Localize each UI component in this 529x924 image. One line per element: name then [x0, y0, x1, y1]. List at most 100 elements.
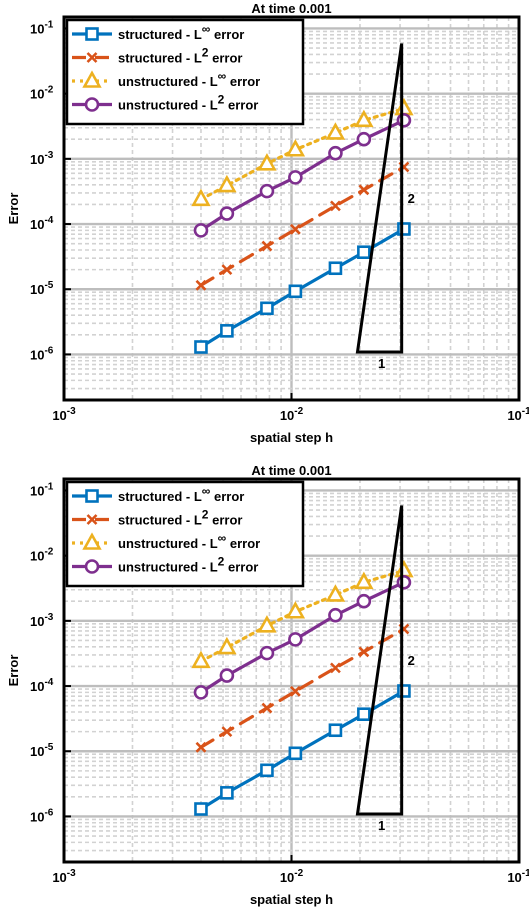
x-axis-label: spatial step h: [250, 892, 333, 907]
legend-label: structured - L∞ error: [118, 484, 244, 504]
legend-marker: [82, 70, 102, 88]
data-point-3: [259, 183, 275, 199]
legend-item: structured - L∞ error: [72, 484, 244, 504]
x-tick-label: 10-1: [507, 406, 529, 423]
data-point-0: [194, 340, 208, 354]
y-tick-exponent: -3: [44, 612, 53, 623]
legend-label: unstructured - L2 error: [118, 555, 258, 575]
legend-marker: [85, 489, 99, 503]
y-tick-label: 10-6: [30, 345, 54, 362]
legend-item: unstructured - L∞ error: [72, 69, 260, 89]
data-point-1: [195, 741, 207, 753]
y-tick-exponent: -4: [44, 677, 53, 688]
legend-item: structured - L2 error: [72, 508, 242, 528]
x-tick-base: 10: [52, 870, 66, 885]
legend-label-base: structured - L: [118, 51, 202, 66]
legend-label-superscript: 2: [202, 508, 209, 522]
data-point-2: [285, 601, 306, 619]
data-point-2: [191, 650, 211, 669]
data-point-3: [288, 632, 303, 647]
x-tick-exponent: -2: [294, 868, 303, 879]
legend-label-tail: error: [210, 27, 244, 42]
legend-label: unstructured - L∞ error: [118, 531, 260, 551]
legend-marker: [84, 97, 100, 112]
legend-label: structured - L2 error: [118, 46, 242, 66]
y-tick-base: 10: [30, 809, 44, 824]
legend-label-base: structured - L: [118, 489, 202, 504]
chart-title: At time 0.001: [251, 1, 331, 16]
y-tick-exponent: -3: [44, 150, 53, 161]
y-tick-base: 10: [30, 549, 44, 564]
legend-label: unstructured - L2 error: [118, 93, 258, 113]
data-point-2: [191, 188, 211, 207]
data-point-2: [325, 584, 346, 602]
legend-item: unstructured - L2 error: [72, 93, 258, 113]
y-tick-base: 10: [30, 217, 44, 232]
y-tick-exponent: -2: [44, 85, 53, 96]
legend-label-tail: error: [226, 536, 260, 551]
slope-rise-label: 2: [408, 191, 415, 206]
x-tick-base: 10: [52, 408, 66, 423]
slope-run-label: 1: [378, 356, 385, 371]
x-tick-base: 10: [507, 408, 521, 423]
axes-box: [62, 477, 521, 864]
data-point-0: [288, 746, 303, 761]
legend-label-superscript: 2: [218, 555, 225, 569]
y-axis-label: Error: [6, 193, 21, 225]
legend-label-tail: error: [208, 51, 242, 66]
legend-label-tail: error: [224, 98, 258, 113]
data-point-1: [358, 184, 370, 196]
data-point-0: [397, 222, 411, 236]
x-tick-exponent: -1: [522, 868, 529, 879]
legend-label-base: unstructured - L: [118, 536, 218, 551]
x-tick-label: 10-3: [52, 406, 76, 423]
y-tick-exponent: -6: [44, 345, 53, 356]
y-tick-base: 10: [30, 152, 44, 167]
data-point-1: [330, 200, 341, 212]
y-tick-base: 10: [30, 21, 44, 36]
x-tick-exponent: -3: [67, 406, 76, 417]
data-point-0: [220, 786, 234, 800]
y-tick-label: 10-2: [30, 547, 54, 564]
legend-label-superscript: ∞: [218, 531, 227, 545]
data-point-0: [220, 324, 234, 338]
data-point-2: [217, 636, 237, 655]
y-tick-label: 10-5: [30, 280, 54, 297]
x-tick-base: 10: [280, 408, 294, 423]
y-tick-label: 10-1: [30, 481, 54, 498]
data-point-1: [289, 223, 301, 235]
data-point-0: [260, 301, 274, 316]
legend-item: unstructured - L2 error: [72, 555, 258, 575]
y-tick-label: 10-6: [30, 807, 54, 824]
y-tick-base: 10: [30, 347, 44, 362]
y-tick-label: 10-4: [30, 215, 54, 232]
x-tick-exponent: -2: [294, 406, 303, 417]
y-tick-label: 10-2: [30, 85, 54, 102]
y-tick-base: 10: [30, 483, 44, 498]
y-tick-label: 10-3: [30, 612, 54, 629]
data-point-3: [356, 593, 372, 609]
data-point-2: [257, 153, 277, 171]
data-point-1: [221, 726, 233, 738]
data-point-3: [259, 645, 275, 661]
legend-label-base: structured - L: [118, 513, 202, 528]
y-tick-base: 10: [30, 87, 44, 102]
data-point-0: [288, 284, 303, 299]
data-point-2: [325, 122, 346, 140]
data-point-1: [289, 685, 301, 697]
data-point-3: [288, 170, 303, 185]
axes-box: [62, 15, 521, 402]
y-tick-base: 10: [30, 744, 44, 759]
data-point-0: [194, 802, 208, 816]
y-tick-label: 10-1: [30, 19, 54, 36]
legend-marker: [86, 52, 98, 63]
y-tick-exponent: -4: [44, 215, 53, 226]
data-point-3: [328, 607, 343, 623]
legend-label-base: unstructured - L: [118, 560, 218, 575]
y-tick-base: 10: [30, 282, 44, 297]
y-tick-exponent: -5: [44, 742, 53, 753]
legend-label: unstructured - L∞ error: [118, 69, 260, 89]
data-point-3: [396, 113, 412, 128]
